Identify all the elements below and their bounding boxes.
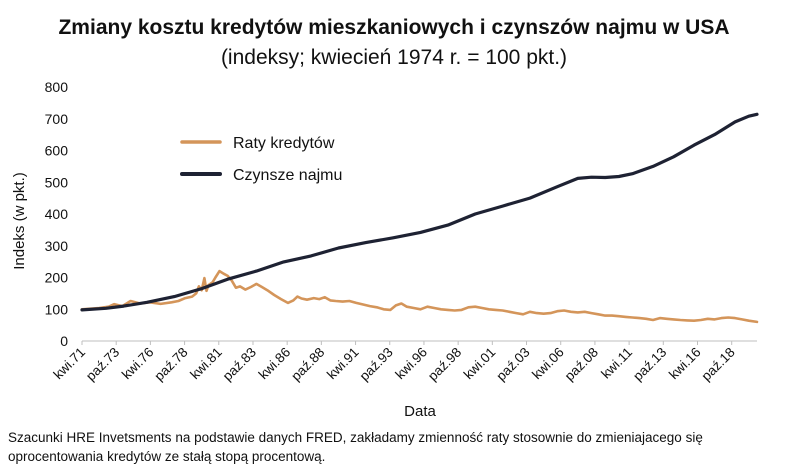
x-tick-label: kwi.01 [461, 345, 499, 383]
y-tick-label: 300 [45, 238, 69, 254]
y-tick-label: 100 [45, 301, 69, 317]
footnote-line-2: oprocentowania kredytów ze stałą stopą p… [8, 449, 326, 464]
x-tick-label: paź.13 [630, 345, 669, 384]
x-tick-label: paź.08 [562, 345, 601, 384]
x-tick-label: paź.83 [220, 345, 259, 384]
legend-label: Czynsze najmu [233, 167, 342, 184]
chart-title: Zmiany kosztu kredytów mieszkaniowych i … [58, 16, 730, 39]
x-tick-label: paź.78 [151, 345, 190, 384]
x-tick-label: kwi.96 [392, 345, 430, 383]
x-tick-label: paź.88 [288, 345, 327, 384]
y-tick-label: 200 [45, 270, 69, 286]
x-tick-label: kwi.16 [666, 345, 704, 383]
x-tick-label: paź.03 [493, 345, 532, 384]
y-tick-label: 800 [45, 79, 69, 95]
legend-label: Raty kredytów [233, 135, 335, 152]
x-axis-label: Data [404, 403, 436, 420]
x-tick-label: kwi.86 [256, 345, 294, 383]
series-line-czynsze-najmu [80, 112, 759, 312]
x-tick-label: kwi.91 [324, 345, 362, 383]
y-axis-label: Indeks (w pkt.) [11, 172, 28, 270]
x-tick-label: paź.18 [699, 345, 738, 384]
footnote: Szacunki HRE Invetsments na podstawie da… [8, 428, 768, 466]
y-tick-label: 700 [45, 111, 69, 127]
x-tick-label: kwi.81 [187, 345, 225, 383]
y-tick-label: 400 [45, 206, 69, 222]
series-line-raty-kredytow [80, 269, 759, 324]
y-tick-label: 0 [60, 333, 68, 349]
x-tick-label: paź.93 [357, 345, 396, 384]
x-tick-label: paź.98 [425, 345, 464, 384]
x-tick-label: kwi.06 [529, 345, 567, 383]
footnote-line-1: Szacunki HRE Invetsments na podstawie da… [8, 430, 703, 445]
chart-subtitle: (indeksy; kwiecień 1974 r. = 100 pkt.) [220, 46, 568, 69]
x-tick-label: kwi.11 [598, 345, 635, 382]
x-tick-label: kwi.76 [119, 345, 157, 383]
x-tick-label: paź.73 [83, 345, 122, 384]
y-tick-label: 600 [45, 143, 69, 159]
y-tick-label: 500 [45, 174, 69, 190]
x-tick-label: kwi.71 [50, 345, 88, 383]
